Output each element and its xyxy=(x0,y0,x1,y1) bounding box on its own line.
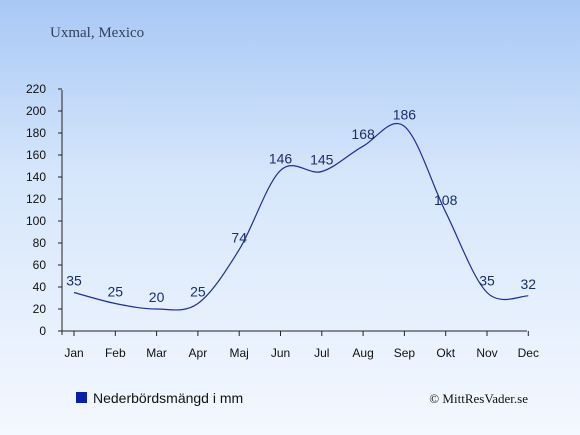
y-tick-label: 20 xyxy=(33,302,47,316)
x-tick-label: Sep xyxy=(394,346,416,360)
y-tick-label: 180 xyxy=(26,126,46,140)
legend-label: Nederbördsmängd i mm xyxy=(93,390,243,406)
x-tick-label: Jul xyxy=(314,346,329,360)
data-label: 32 xyxy=(521,276,537,292)
y-tick-label: 0 xyxy=(39,324,46,338)
x-tick-label: Jan xyxy=(64,346,83,360)
y-ticks: 0 20 40 60 80 100 120 140 160 180 200 220 xyxy=(26,82,62,338)
x-ticks: Jan Feb Mar Apr Maj Jun Jul Aug Sep Okt Nov Dec xyxy=(64,331,539,360)
x-tick-label: Aug xyxy=(352,346,373,360)
x-tick-label: Feb xyxy=(105,346,126,360)
y-tick-label: 80 xyxy=(33,236,47,250)
y-tick-label: 160 xyxy=(26,148,46,162)
data-labels: 35 25 20 25 74 146 145 168 186 108 35 32 xyxy=(66,106,536,305)
axes xyxy=(61,90,527,335)
chart-title: Uxmal, Mexico xyxy=(50,25,144,41)
x-tick-label: Okt xyxy=(436,346,455,360)
data-label: 20 xyxy=(149,289,165,305)
x-tick-label: Maj xyxy=(230,346,249,360)
data-label: 74 xyxy=(231,230,247,246)
data-label: 168 xyxy=(351,126,375,142)
x-tick-label: Mar xyxy=(146,346,167,360)
y-tick-label: 220 xyxy=(26,82,46,96)
x-tick-label: Apr xyxy=(189,346,208,360)
data-label: 25 xyxy=(190,284,206,300)
y-tick-label: 120 xyxy=(26,192,46,206)
data-label: 186 xyxy=(393,106,417,122)
y-tick-label: 200 xyxy=(26,104,46,118)
data-label: 145 xyxy=(310,152,334,168)
y-tick-label: 140 xyxy=(26,170,46,184)
legend-marker xyxy=(76,392,87,403)
copyright-text: © MittResVader.se xyxy=(429,391,528,406)
y-tick-label: 60 xyxy=(33,258,47,272)
data-label: 35 xyxy=(66,273,82,289)
y-tick-label: 100 xyxy=(26,214,46,228)
y-tick-label: 40 xyxy=(33,280,47,294)
series-line-nederbord xyxy=(73,123,529,311)
data-label: 25 xyxy=(108,284,124,300)
x-tick-label: Nov xyxy=(476,346,497,360)
x-tick-label: Dec xyxy=(518,346,539,360)
data-label: 35 xyxy=(479,273,495,289)
data-label: 108 xyxy=(434,192,458,208)
x-tick-label: Jun xyxy=(271,346,290,360)
legend: Nederbördsmängd i mm xyxy=(76,390,243,406)
data-label: 146 xyxy=(269,150,293,166)
